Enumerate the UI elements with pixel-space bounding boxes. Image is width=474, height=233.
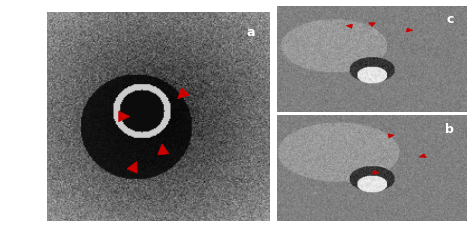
Polygon shape (127, 161, 137, 173)
Polygon shape (388, 134, 394, 138)
Polygon shape (406, 28, 413, 32)
Polygon shape (158, 144, 169, 155)
Text: b: b (445, 123, 454, 136)
Polygon shape (346, 24, 353, 28)
Polygon shape (369, 23, 375, 27)
Text: c: c (446, 13, 454, 26)
Polygon shape (178, 88, 190, 99)
Polygon shape (373, 170, 379, 174)
Polygon shape (419, 154, 427, 157)
Text: a: a (246, 26, 255, 39)
Polygon shape (118, 111, 130, 122)
